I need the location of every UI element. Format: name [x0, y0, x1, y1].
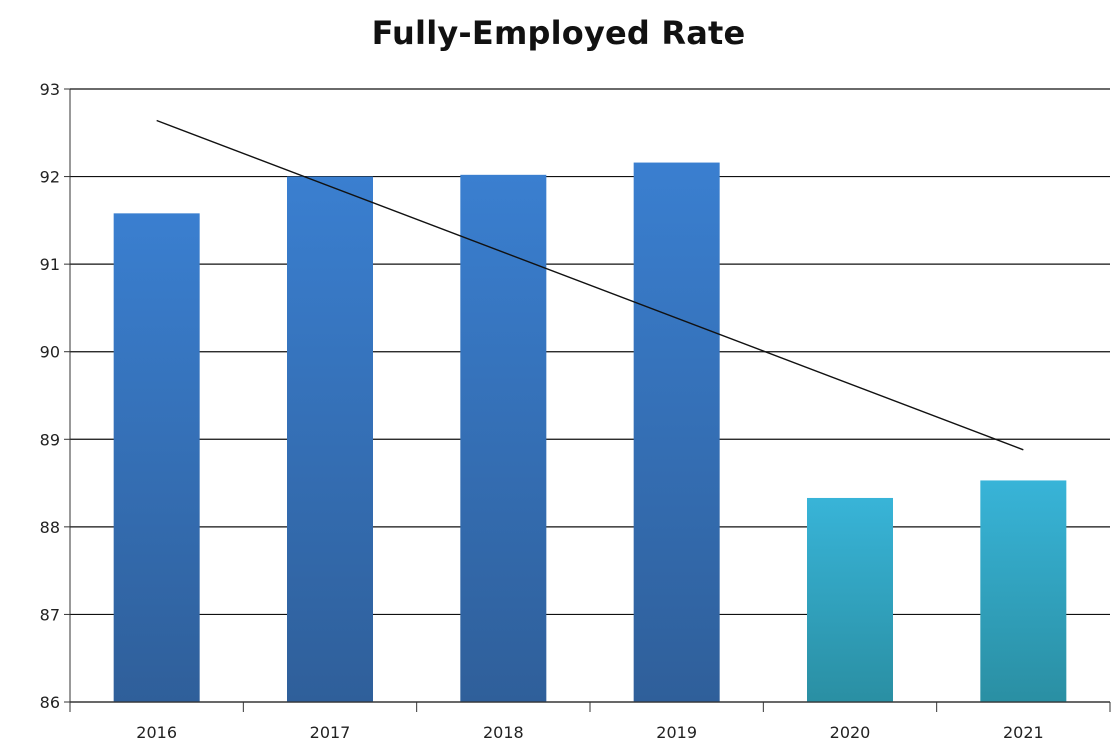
- x-tick-label-2016: 2016: [136, 723, 177, 742]
- y-tick-label-89: 89: [40, 430, 60, 449]
- bar-2016: [113, 213, 200, 702]
- bar-2019: [633, 162, 720, 702]
- bar-2018: [460, 174, 547, 702]
- y-tick-label-93: 93: [40, 80, 60, 99]
- x-tick-label-2020: 2020: [830, 723, 871, 742]
- bar-2021: [980, 480, 1067, 702]
- x-tick-label-2019: 2019: [656, 723, 697, 742]
- bar-2017: [287, 176, 373, 703]
- x-tick-label-2021: 2021: [1003, 723, 1044, 742]
- y-tick-label-90: 90: [40, 343, 60, 362]
- x-tick-label-2018: 2018: [483, 723, 524, 742]
- chart-title: Fully-Employed Rate: [371, 14, 746, 52]
- bar-2020: [807, 497, 893, 702]
- y-tick-label-86: 86: [40, 693, 60, 712]
- y-tick-label-91: 91: [40, 255, 60, 274]
- trendline: [156, 119, 1024, 451]
- y-tick-label-88: 88: [40, 518, 60, 537]
- x-tick-label-2017: 2017: [310, 723, 351, 742]
- y-tick-label-92: 92: [40, 168, 60, 187]
- y-tick-label-87: 87: [40, 605, 60, 624]
